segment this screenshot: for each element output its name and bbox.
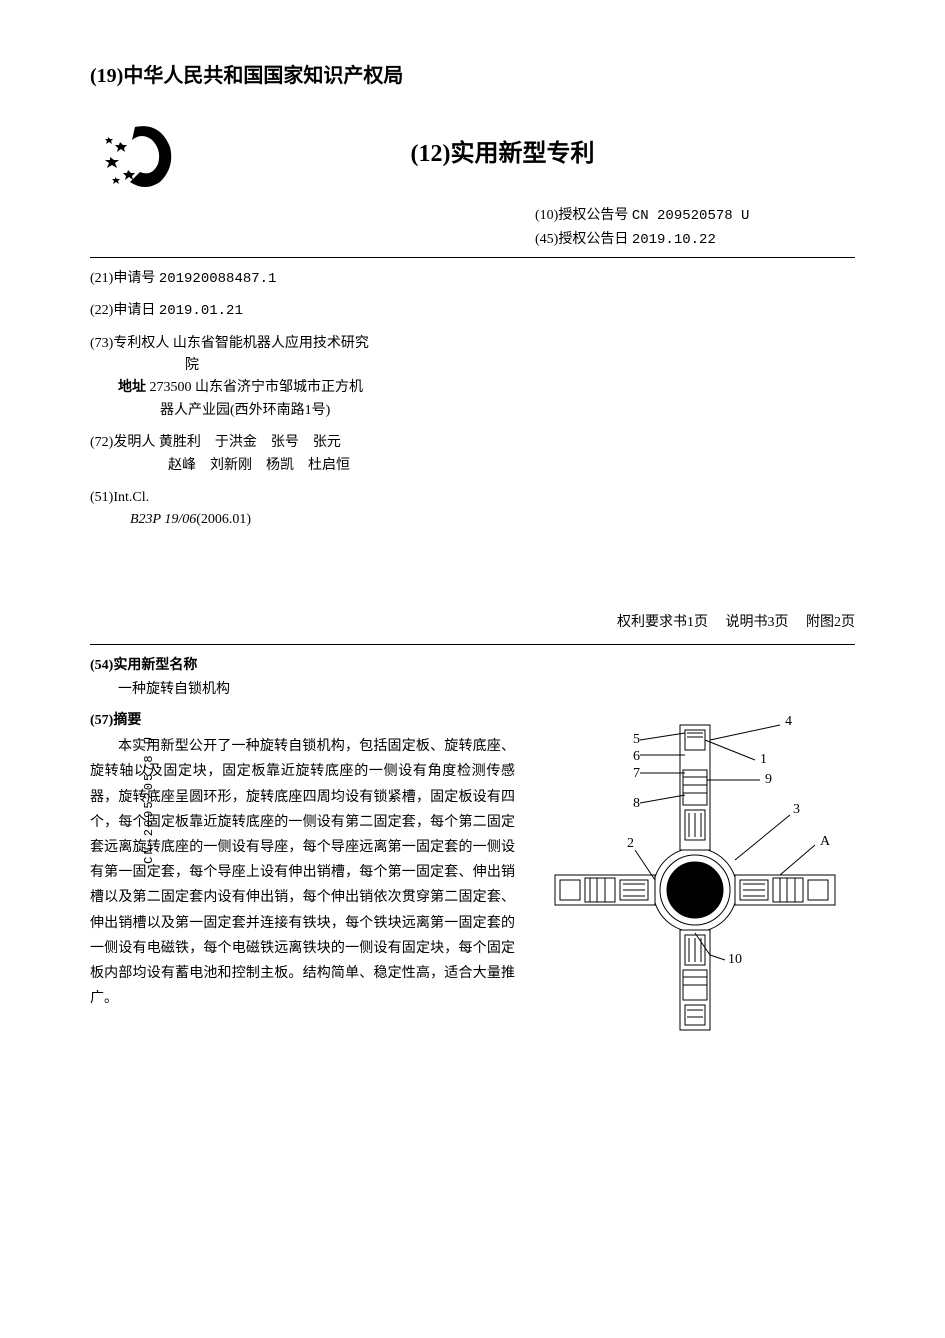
invention-title: 一种旋转自锁机构: [90, 679, 515, 701]
figure-label-3: 3: [793, 802, 800, 817]
ipc-version: (2006.01): [196, 512, 251, 527]
pub-date-value: 2019.10.22: [632, 232, 716, 248]
header-divider: [90, 257, 855, 258]
assignee-name-line2: 院: [90, 355, 855, 377]
header-row: (12)实用新型专利: [90, 112, 855, 197]
figure-area: 4 5 6 7 8 2 1 9 3 A 10: [535, 655, 855, 1044]
abstract-section-label: (57)摘要: [90, 710, 515, 732]
figure-label-9: 9: [765, 772, 772, 787]
page-wrapper: (19)中华人民共和国国家知识产权局 (12)实用新型专利 (10)授权公告号 …: [90, 60, 855, 1044]
side-document-number: CN 209520578 U: [140, 735, 159, 864]
assignee-name-line1: 山东省智能机器人应用技术研究: [173, 336, 369, 351]
patent-type-label: (12)实用新型专利: [150, 135, 855, 173]
app-number-value: 201920088487.1: [159, 271, 277, 287]
content-divider: [90, 644, 855, 645]
figure-label-8: 8: [633, 796, 640, 811]
ipc-code-value: B23P 19/06: [130, 512, 196, 527]
pub-number-label: (10)授权公告号: [535, 208, 628, 223]
claims-pages: 权利要求书1页: [617, 615, 708, 630]
inventors-line2: 赵峰 刘新刚 杨凯 杜启恒: [90, 455, 855, 477]
pub-date-label: (45)授权公告日: [535, 232, 628, 247]
patent-figure: 4 5 6 7 8 2 1 9 3 A 10: [535, 695, 855, 1035]
app-number-label: (21)申请号: [90, 271, 155, 286]
figure-label-1: 1: [760, 752, 767, 767]
content-area: (54)实用新型名称 一种旋转自锁机构 (57)摘要 本实用新型公开了一种旋转自…: [90, 655, 855, 1044]
ipc-label: (51)Int.Cl.: [90, 487, 855, 509]
figure-label-7: 7: [633, 766, 640, 781]
assignee-label: (73)专利权人: [90, 336, 169, 351]
address-line2: 器人产业园(西外环南路1号): [90, 400, 855, 422]
app-date-label: (22)申请日: [90, 303, 155, 318]
app-date-value: 2019.01.21: [159, 303, 243, 319]
figure-label-2: 2: [627, 836, 634, 851]
pub-number-value: CN 209520578 U: [632, 208, 750, 224]
publication-info: (10)授权公告号 CN 209520578 U (45)授权公告日 2019.…: [535, 205, 855, 252]
authority-label: (19)中华人民共和国国家知识产权局: [90, 60, 855, 92]
description-pages: 说明书3页: [726, 615, 789, 630]
figure-label-6: 6: [633, 749, 640, 764]
inventors-label: (72)发明人: [90, 435, 155, 450]
bibliographic-data: (21)申请号 201920088487.1 (22)申请日 2019.01.2…: [90, 268, 855, 532]
page-counts: 权利要求书1页 说明书3页 附图2页: [90, 612, 855, 634]
figure-label-5: 5: [633, 732, 640, 747]
drawings-pages: 附图2页: [806, 615, 855, 630]
inventors-line1: 黄胜利 于洪金 张号 张元: [159, 435, 341, 450]
address-line1: 273500 山东省济宁市邹城市正方机: [150, 380, 364, 395]
address-label: 地址: [90, 380, 146, 395]
figure-label-A: A: [820, 834, 831, 849]
figure-label-10: 10: [728, 952, 742, 967]
figure-label-4: 4: [785, 714, 792, 729]
title-section-label: (54)实用新型名称: [90, 655, 515, 677]
